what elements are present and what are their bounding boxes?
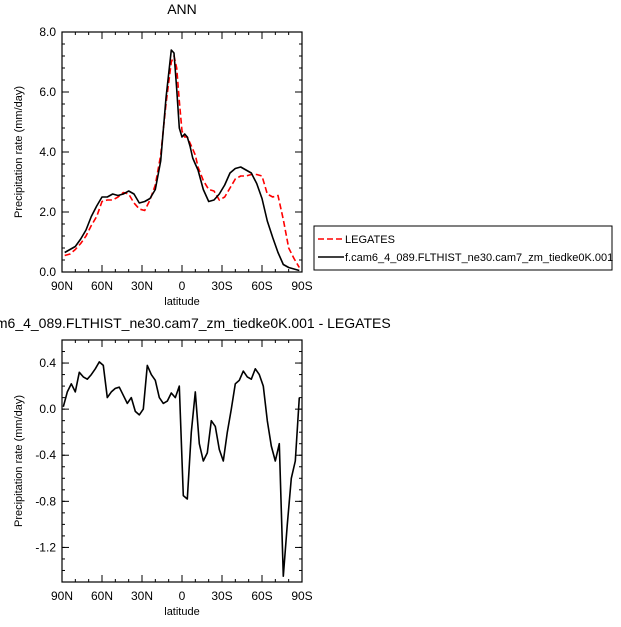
panel1-x-tick-label: 0 — [179, 279, 186, 293]
panel2-x-tick-label: 90S — [291, 589, 312, 603]
panel2-x-tick-label: 30N — [131, 589, 153, 603]
panel2-x-tick-label: 90N — [51, 589, 73, 603]
panel1-y-tick-label: 8.0 — [39, 25, 56, 39]
legend-box — [313, 225, 613, 271]
panel1-y-tick-label: 4.0 — [39, 145, 56, 159]
panel1-x-tick-label: 60N — [91, 279, 113, 293]
panel2-x-tick-label: 60N — [91, 589, 113, 603]
panel2-x-tick-label: 30S — [211, 589, 232, 603]
panel2-y-tick-label: 0.0 — [39, 402, 56, 416]
panel1-y-tick-label: 6.0 — [39, 85, 56, 99]
panel2-x-axis-label: latitude — [164, 606, 199, 618]
panel2-title: f.cam6_4_089.FLTHIST_ne30.cam7_zm_tiedke… — [0, 315, 391, 331]
panel1-x-tick-label: 90N — [51, 279, 73, 293]
panel1-x-axis-label: latitude — [164, 296, 199, 308]
panel2-series-difference-line — [62, 361, 301, 578]
panel1-plot-frame — [61, 31, 303, 273]
panel2-x-tick-label: 0 — [179, 589, 186, 603]
panel1-x-tick-label: 30N — [131, 279, 153, 293]
legend-label-legates: LEGATES — [345, 234, 395, 246]
panel1-y-axis-label: Precipitation rate (mm/day) — [13, 86, 25, 218]
panel1-series-legates-line — [64, 55, 300, 268]
panel2-y-tick-label: -1.2 — [35, 540, 56, 554]
panel1-x-tick-label: 30S — [211, 279, 232, 293]
panel2-y-tick-label: -0.4 — [35, 448, 56, 462]
panel1-y-tick-label: 0.0 — [39, 265, 56, 279]
panel1-title: ANN — [167, 1, 197, 17]
panel2-x-tick-label: 60S — [251, 589, 272, 603]
panel2-y-tick-label: -0.8 — [35, 494, 56, 508]
panel1-series-model-line — [64, 49, 300, 272]
panel2-y-axis-label: Precipitation rate (mm/day) — [13, 395, 25, 527]
panel2-y-tick-label: 0.4 — [39, 356, 56, 370]
panel1-x-tick-label: 60S — [251, 279, 272, 293]
legend-label-model: f.cam6_4_089.FLTHIST_ne30.cam7_zm_tiedke… — [345, 252, 613, 264]
panel1-y-tick-label: 2.0 — [39, 205, 56, 219]
panel1-x-tick-label: 90S — [291, 279, 312, 293]
panel2-plot-frame — [61, 339, 303, 583]
